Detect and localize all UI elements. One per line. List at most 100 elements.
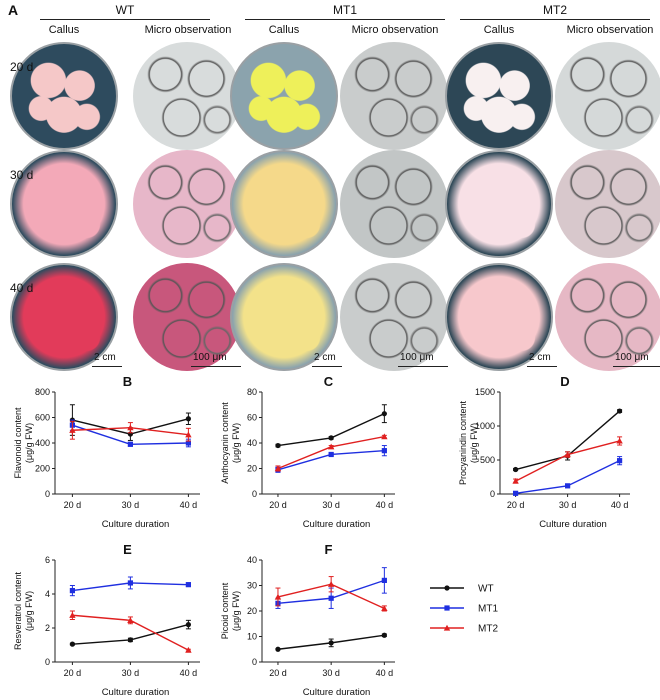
row-label-2: 30 d xyxy=(10,168,34,182)
row-label-3: 40 d xyxy=(10,281,34,295)
y-tick-label: 400 xyxy=(35,438,50,448)
scale-bar-callus xyxy=(527,366,557,367)
y-axis-label-line2: (μg/g FW) xyxy=(469,423,479,463)
marker-point-wt xyxy=(69,641,75,647)
chart-d: D 0 500 1000 1500 20 d 30 d 40 d Culture duratio… xyxy=(458,374,630,530)
column-label-micro: Micro observation xyxy=(351,24,439,36)
marker-point-mt2 xyxy=(127,617,134,623)
marker-point-wt xyxy=(381,632,387,638)
y-axis-label-line1: Resveratrol content xyxy=(13,571,23,650)
group-underline xyxy=(40,19,210,20)
legend-label-mt1: MT1 xyxy=(478,604,498,615)
callus-photo-wt-row1 xyxy=(10,42,118,150)
y-tick-label: 200 xyxy=(35,464,50,474)
marker-point-mt2 xyxy=(185,431,192,438)
y-axis-label-line1: Flavonoid content xyxy=(13,407,23,479)
marker-point-mt1 xyxy=(617,458,623,464)
marker-point-mt1 xyxy=(381,448,387,454)
marker-point-mt1 xyxy=(513,490,519,496)
y-tick-label: 6 xyxy=(45,555,50,565)
chart-b: B 0 200 400 600 800 20 d 30 d 40 d Culture durati… xyxy=(13,374,200,530)
marker-point-mt2 xyxy=(69,427,76,433)
chart-e: E 0 2 4 6 20 d 30 d 40 d Culture duration Resvera… xyxy=(13,542,200,698)
scale-label-callus: 2 cm xyxy=(94,352,116,363)
y-axis-label-line2: (μg/g FW) xyxy=(231,423,241,463)
callus-photo-wt-row2 xyxy=(10,150,118,258)
y-axis-label-line1: Procyanindin content xyxy=(458,400,468,485)
x-tick-label: 40 d xyxy=(180,668,198,678)
scale-label-callus: 2 cm xyxy=(314,352,336,363)
marker-point-mt1 xyxy=(185,440,191,446)
x-tick-label: 40 d xyxy=(376,500,394,510)
marker-point-wt xyxy=(617,408,623,414)
marker-point-mt2 xyxy=(69,612,76,618)
y-tick-label: 0 xyxy=(45,489,50,499)
marker-point-mt1 xyxy=(127,580,133,586)
x-tick-label: 40 d xyxy=(611,500,629,510)
column-label-micro: Micro observation xyxy=(144,24,232,36)
group-title-mt1: MT1 xyxy=(333,3,357,17)
micro-photo-mt2-row1 xyxy=(555,42,660,150)
x-tick-label: 30 d xyxy=(322,668,340,678)
series-line-mt2 xyxy=(515,440,620,482)
legend-label-wt: WT xyxy=(478,584,494,595)
marker-point-mt2 xyxy=(274,593,282,600)
chart-title-d: D xyxy=(560,374,569,389)
x-tick-label: 20 d xyxy=(64,500,82,510)
y-tick-label: 80 xyxy=(247,387,257,397)
marker-point-mt2 xyxy=(564,451,571,458)
chart-title-b: B xyxy=(123,374,132,389)
y-tick-label: 40 xyxy=(247,555,257,565)
y-tick-label: 4 xyxy=(45,589,50,599)
callus-photo-mt2-row3 xyxy=(445,263,553,371)
marker-point-mt1 xyxy=(444,605,450,611)
marker-point-wt xyxy=(444,585,450,591)
callus-photo-mt1-row3 xyxy=(230,263,338,371)
x-tick-label: 30 d xyxy=(122,668,140,678)
marker-point-mt2 xyxy=(512,477,519,484)
marker-point-mt2 xyxy=(616,437,623,444)
y-axis-label-line1: Anthocyanin content xyxy=(220,402,230,484)
panel-a-letter: A xyxy=(8,2,19,18)
marker-point-mt2 xyxy=(443,624,451,631)
y-tick-label: 1000 xyxy=(475,421,495,431)
marker-point-mt1 xyxy=(565,483,571,489)
micro-photo-mt1-row3 xyxy=(340,263,448,371)
y-axis-label-line2: (μg/g FW) xyxy=(24,423,34,463)
marker-point-mt1 xyxy=(127,441,133,447)
y-tick-label: 600 xyxy=(35,413,50,423)
y-tick-label: 800 xyxy=(35,387,50,397)
marker-point-wt xyxy=(381,411,387,417)
marker-point-mt1 xyxy=(69,588,75,594)
row-label-1: 20 d xyxy=(10,60,34,74)
x-axis-label: Culture duration xyxy=(539,519,607,530)
scale-bar-micro xyxy=(398,366,448,367)
scale-label-micro: 100 μm xyxy=(400,352,434,363)
chart-c: C 0 20 40 60 80 20 d 30 d 40 d Culture duration An… xyxy=(220,374,395,530)
micro-photo-mt1-row2 xyxy=(340,150,448,258)
y-tick-label: 0 xyxy=(45,657,50,667)
y-axis-label-line2: (μg/g FW) xyxy=(231,591,241,631)
scale-bar-micro xyxy=(191,366,241,367)
x-tick-label: 40 d xyxy=(376,668,394,678)
series-line-wt xyxy=(277,413,385,447)
marker-point-mt2 xyxy=(185,646,192,653)
micro-photo-wt-row2 xyxy=(133,150,241,258)
x-tick-label: 20 d xyxy=(64,668,82,678)
chart-title-c: C xyxy=(324,374,334,389)
x-tick-label: 20 d xyxy=(507,500,525,510)
x-tick-label: 30 d xyxy=(322,500,340,510)
y-tick-label: 60 xyxy=(247,413,257,423)
marker-point-mt2 xyxy=(327,581,335,587)
marker-point-mt2 xyxy=(127,424,134,431)
callus-photo-wt-row3 xyxy=(10,263,118,371)
chart-title-f: F xyxy=(325,542,333,557)
column-label-callus: Callus xyxy=(268,24,300,36)
y-tick-label: 0 xyxy=(490,489,495,499)
marker-point-mt1 xyxy=(328,451,334,458)
marker-point-wt xyxy=(513,466,519,473)
chart-f: F 0 10 20 30 40 20 d 30 d 40 d Culture duration Pi… xyxy=(220,542,395,698)
x-axis-label: Culture duration xyxy=(102,519,170,530)
marker-point-wt xyxy=(127,637,133,643)
